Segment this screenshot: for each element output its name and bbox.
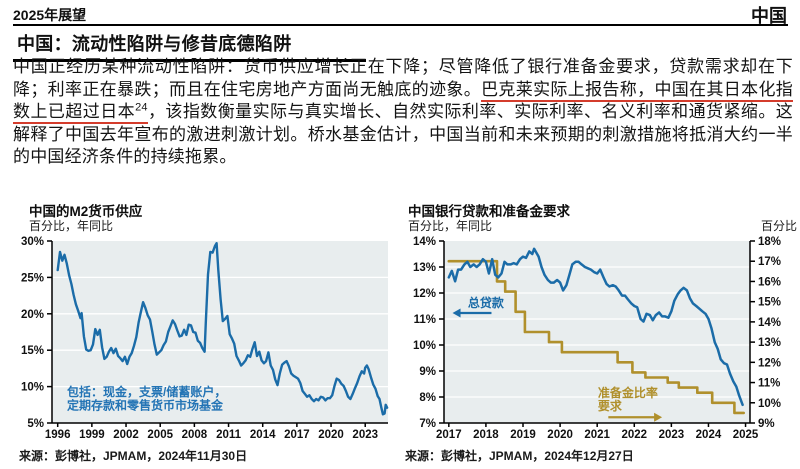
svg-text:30%: 30% (21, 236, 44, 248)
svg-text:14%: 14% (413, 236, 436, 248)
header-rule (13, 24, 788, 26)
body-text-3: ，该指数衡量实际与真实增长、自然实际利率、实际利率、名义利率和通货紧缩。这解释了… (13, 102, 793, 166)
svg-text:9%: 9% (758, 418, 775, 430)
svg-text:2008: 2008 (182, 429, 208, 441)
svg-text:16%: 16% (758, 276, 781, 288)
svg-text:12%: 12% (758, 357, 781, 369)
svg-text:2023: 2023 (352, 429, 378, 441)
loans-rrr-chart-figure: 中国银行贷款和准备金要求 百分比，年同比 百分比 7% 8% 9% 10% 11% 12%… (404, 200, 800, 464)
svg-text:2020: 2020 (547, 429, 573, 441)
svg-text:17%: 17% (758, 256, 781, 268)
svg-text:2018: 2018 (473, 429, 499, 441)
m2-chart-source: 来源：彭博社，JPMAM，2024年11月30日 (19, 449, 248, 463)
svg-text:2002: 2002 (113, 429, 139, 441)
loans-rrr-chart-plot: 7% 8% 9% 10% 11% 12% 13% 14% 9% 10% 11% 12% 13% 14% 15… (413, 236, 781, 441)
svg-text:2011: 2011 (216, 429, 242, 441)
svg-text:2005: 2005 (147, 429, 173, 441)
svg-text:15%: 15% (21, 345, 44, 357)
loans-rrr-chart-title: 中国银行贷款和准备金要求 (408, 204, 570, 219)
body-text-1: 中国正经历某种流动性陷阱：货币供应增长正在下降；尽管降低了银行准备金要求，贷款需… (13, 57, 793, 99)
m2-chart-subtitle: 百分比，年同比 (29, 219, 114, 233)
loans-rrr-chart-source: 来源：彭博社，JPMAM，2024年12月27日 (405, 449, 634, 463)
svg-text:11%: 11% (414, 314, 436, 326)
svg-text:13%: 13% (758, 337, 781, 349)
svg-text:18%: 18% (758, 236, 781, 248)
header-left-label: 2025年展望 (13, 7, 87, 23)
header-right-label: 中国 (751, 6, 787, 26)
svg-text:2024: 2024 (696, 429, 722, 441)
svg-text:2019: 2019 (510, 429, 536, 441)
svg-text:14%: 14% (758, 317, 781, 329)
m2-chart-plot: 5% 10% 15% 20% 25% 30% 1996 1999 2002 2005 2008 201… (21, 236, 389, 441)
svg-text:11%: 11% (758, 378, 780, 390)
svg-text:总贷款: 总贷款 (468, 295, 505, 310)
svg-text:10%: 10% (758, 398, 781, 410)
svg-text:20%: 20% (21, 309, 44, 321)
svg-text:9%: 9% (419, 366, 436, 378)
svg-text:12%: 12% (413, 288, 436, 300)
svg-text:要求: 要求 (598, 398, 623, 413)
svg-text:2022: 2022 (621, 429, 647, 441)
section-title: 中国：流动性陷阱与修昔底德陷阱 (13, 30, 366, 62)
svg-text:15%: 15% (758, 297, 781, 309)
svg-text:5%: 5% (27, 418, 44, 430)
svg-text:25%: 25% (21, 272, 44, 284)
svg-text:8%: 8% (419, 392, 436, 404)
body-text-2: 巴克莱实际上报告称，中国在其日本化指数上已超过日本 (13, 79, 793, 122)
svg-text:2025: 2025 (733, 429, 759, 441)
svg-text:1996: 1996 (45, 429, 71, 441)
svg-text:7%: 7% (419, 418, 436, 430)
svg-text:2017: 2017 (436, 429, 462, 441)
svg-text:2023: 2023 (659, 429, 685, 441)
m2-chart-figure: 中国的M2货币供应 百分比，年同比 5% 10% 15% 20% 25% 30% 1996 1… (14, 200, 392, 464)
svg-text:2017: 2017 (284, 429, 310, 441)
svg-text:10%: 10% (21, 382, 44, 394)
loans-rrr-chart-subtitles: 百分比，年同比 百分比 (408, 217, 797, 233)
loans-rrr-right-axis-caption: 百分比 (760, 219, 797, 233)
svg-text:2014: 2014 (250, 429, 276, 441)
svg-text:10%: 10% (413, 340, 436, 352)
body-paragraph: 中国正经历某种流动性陷阱：货币供应增长正在下降；尽管降低了银行准备金要求，贷款需… (13, 56, 793, 169)
footnote-marker: 24 (135, 101, 148, 114)
m2-chart-title: 中国的M2货币供应 (29, 204, 143, 219)
svg-text:13%: 13% (413, 262, 436, 274)
svg-text:1999: 1999 (79, 429, 105, 441)
highlighted-claim: 巴克莱实际上报告称，中国在其日本化指数上已超过日本24 (13, 79, 793, 124)
svg-text:定期存款和零售货币市场基金: 定期存款和零售货币市场基金 (67, 398, 224, 413)
svg-text:准备金比率: 准备金比率 (598, 385, 658, 400)
svg-text:包括：现金，支票/储蓄账户，: 包括：现金，支票/储蓄账户， (66, 384, 226, 399)
svg-text:2020: 2020 (318, 429, 344, 441)
loans-rrr-left-axis-caption: 百分比，年同比 (408, 219, 493, 233)
svg-text:2021: 2021 (584, 429, 610, 441)
